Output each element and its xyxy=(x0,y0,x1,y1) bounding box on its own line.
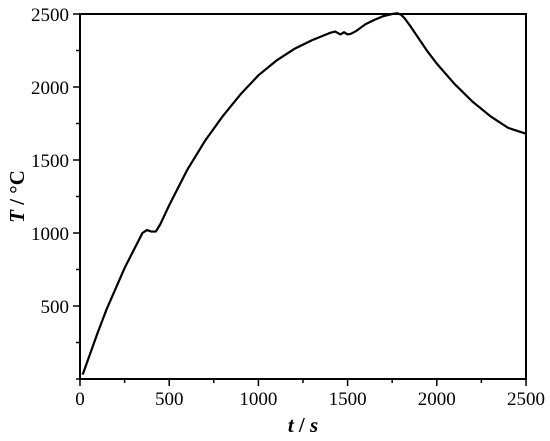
x-tick-label: 1000 xyxy=(239,389,277,410)
y-tick-label: 500 xyxy=(41,297,70,318)
y-tick-label: 2500 xyxy=(31,5,69,26)
tick-layer: 0 500 1000 1500 2000 2500 500 1000 1500 2000 2500 xyxy=(31,5,545,410)
x-tick-label: 2500 xyxy=(507,389,545,410)
x-tick-label: 2000 xyxy=(418,389,456,410)
series-line-0 xyxy=(81,12,527,375)
x-axis-label: t / s xyxy=(288,413,318,437)
y-tick-label: 1500 xyxy=(31,151,69,172)
y-axis-label-var: T xyxy=(5,209,29,223)
x-axis-label-var: t xyxy=(288,413,295,437)
y-tick-label: 1000 xyxy=(31,224,69,245)
y-axis-label-unit: °C xyxy=(5,170,29,194)
y-tick-label: 2000 xyxy=(31,78,69,99)
x-axis-label-unit: s xyxy=(309,413,318,437)
plot-frame xyxy=(79,13,527,380)
x-tick-label: 0 xyxy=(75,389,85,410)
x-tick-label: 1500 xyxy=(329,389,367,410)
x-tick-label: 500 xyxy=(155,389,184,410)
y-axis-label-sep: / xyxy=(5,194,29,206)
plot-layer xyxy=(81,12,527,375)
y-axis-label: T / °C xyxy=(5,170,29,223)
x-axis-label-sep: / xyxy=(298,413,310,437)
